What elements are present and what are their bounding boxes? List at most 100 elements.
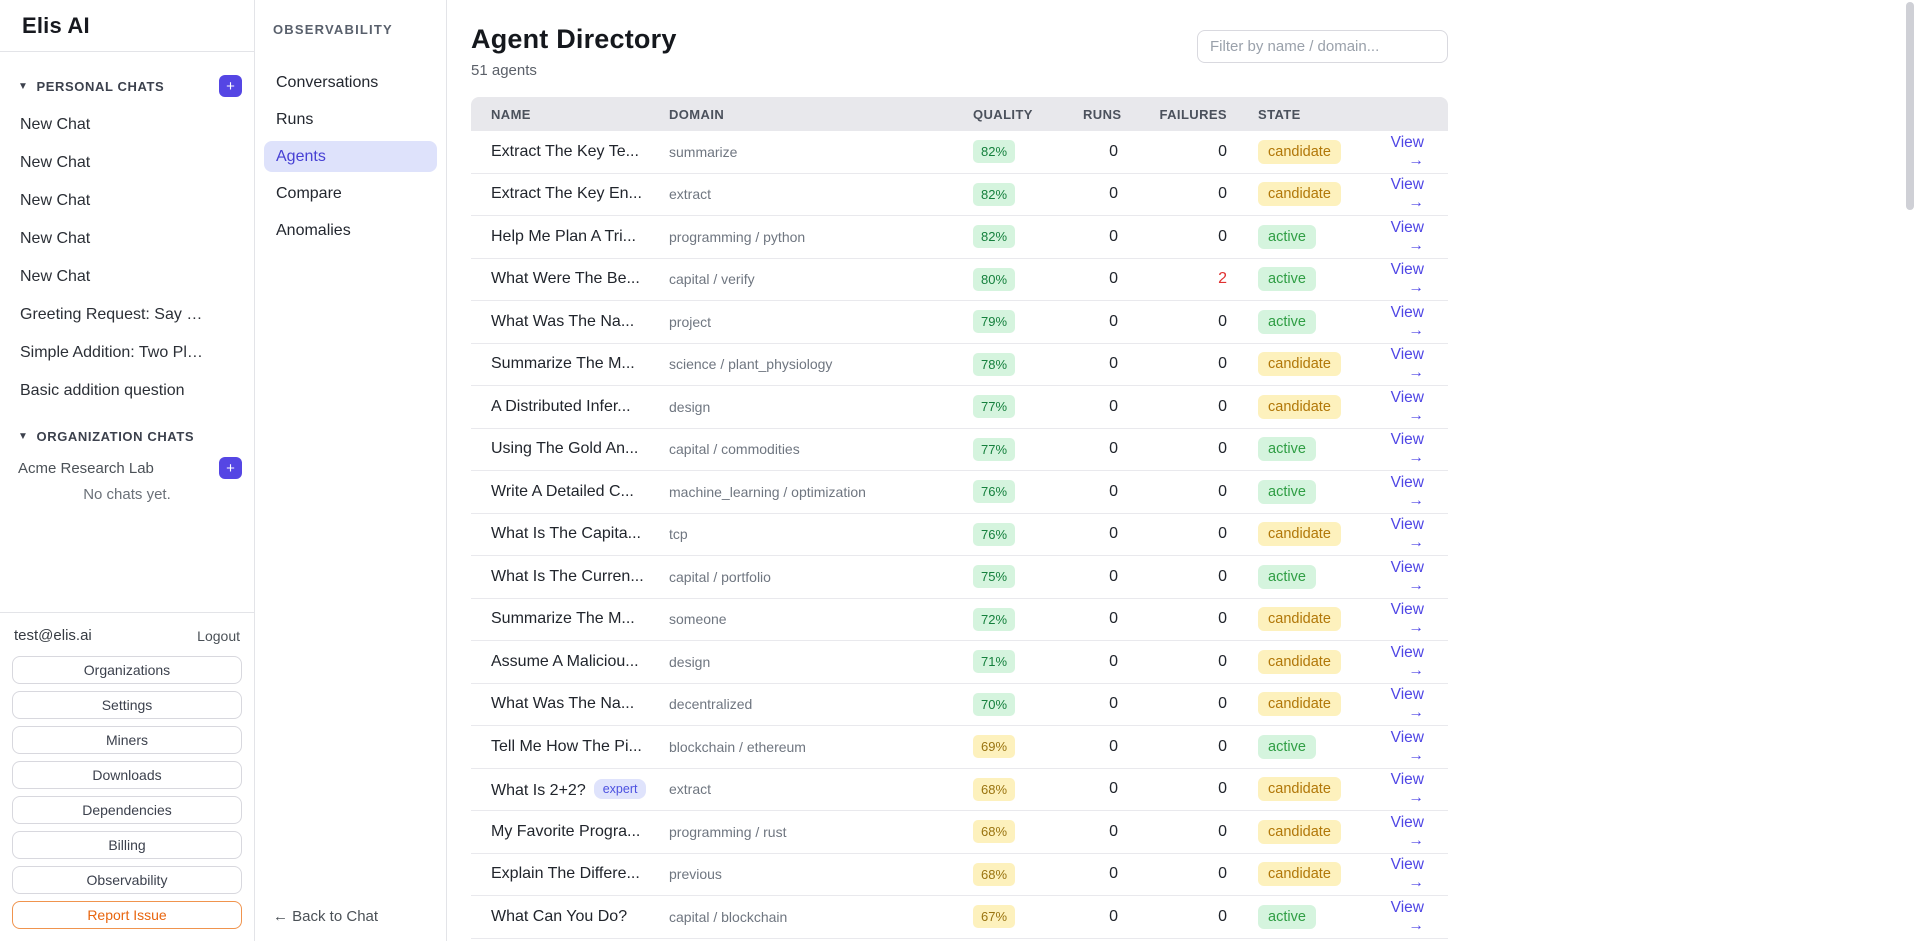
agent-name-cell: A Distributed Infer... [471, 398, 669, 416]
collapse-triangle-icon[interactable]: ▼ [18, 80, 29, 92]
quality-badge: 72% [973, 607, 1016, 631]
view-link[interactable]: View → [1390, 388, 1424, 424]
column-header: NAME [491, 106, 531, 122]
failures-value: 0 [1218, 907, 1227, 925]
nav-item-conversations[interactable]: Conversations [276, 73, 379, 91]
state-badge: active [1258, 309, 1316, 334]
quality-badge: 75% [973, 565, 1016, 589]
view-link[interactable]: View → [1390, 431, 1424, 467]
column-header: QUALITY [973, 106, 1033, 122]
view-link[interactable]: View → [1390, 771, 1424, 807]
view-link[interactable]: View → [1390, 686, 1424, 722]
view-link[interactable]: View → [1390, 218, 1424, 254]
table-row: Using The Gold An... capital / commoditie… [471, 428, 1448, 471]
sidebar-chat-item[interactable]: New Chat [20, 116, 91, 133]
footer-dependencies-button[interactable]: Dependencies [12, 796, 242, 824]
new-organization-chat-button[interactable]: + [219, 457, 242, 479]
view-link[interactable]: View → [1390, 473, 1424, 509]
table-row: What Is The Curren... capital / portfolio… [471, 556, 1448, 599]
quality-cell: 80% [973, 267, 1083, 291]
footer-observability-button[interactable]: Observability [12, 866, 242, 894]
view-link[interactable]: View → [1390, 176, 1424, 212]
sidebar-chat-item[interactable]: Greeting Request: Say … [20, 306, 203, 323]
view-link[interactable]: View → [1390, 346, 1424, 382]
footer-downloads-button[interactable]: Downloads [12, 761, 242, 789]
state-cell: candidate [1227, 607, 1377, 632]
filter-input[interactable] [1197, 30, 1448, 63]
state-cell: candidate [1227, 819, 1377, 844]
nav-item-compare[interactable]: Compare [276, 184, 342, 202]
footer-organizations-button[interactable]: Organizations [12, 656, 242, 684]
state-badge: candidate [1258, 182, 1341, 207]
view-cell: View → [1377, 516, 1448, 552]
sidebar-chat-item[interactable]: New Chat [20, 268, 91, 285]
runs-value: 0 [1109, 185, 1118, 203]
logout-button[interactable]: Logout [197, 627, 240, 644]
runs-value: 0 [1109, 397, 1118, 415]
state-badge: active [1258, 224, 1316, 249]
nav-item-anomalies[interactable]: Anomalies [276, 221, 351, 239]
view-link[interactable]: View → [1390, 558, 1424, 594]
page-title: Agent Directory [471, 24, 677, 54]
runs-value: 0 [1109, 652, 1118, 670]
page-scrollbar-thumb[interactable] [1906, 2, 1914, 210]
agent-name: What Is The Curren... [491, 567, 644, 585]
sidebar-chat-item[interactable]: New Chat [20, 230, 91, 247]
state-cell: active [1227, 267, 1377, 292]
view-link[interactable]: View → [1390, 133, 1424, 169]
new-personal-chat-button[interactable]: + [219, 75, 242, 97]
failures-value: 0 [1218, 780, 1227, 798]
runs-value: 0 [1109, 907, 1118, 925]
agent-name-cell: Using The Gold An... [471, 440, 669, 458]
view-link[interactable]: View → [1390, 261, 1424, 297]
view-cell: View → [1377, 474, 1448, 510]
view-link[interactable]: View → [1390, 728, 1424, 764]
failures-value: 0 [1218, 737, 1227, 755]
report-issue-button[interactable]: Report Issue [12, 901, 242, 929]
state-cell: active [1227, 564, 1377, 589]
sidebar-chat-item[interactable]: Basic addition question [20, 382, 185, 399]
agent-name: Assume A Maliciou... [491, 652, 639, 670]
view-cell: View → [1377, 644, 1448, 680]
quality-badge: 68% [973, 820, 1016, 844]
footer-miners-button[interactable]: Miners [12, 726, 242, 754]
agent-domain: capital / portfolio [669, 568, 771, 585]
agent-name-cell: Assume A Maliciou... [471, 653, 669, 671]
state-badge: active [1258, 437, 1316, 462]
back-to-chat-link[interactable]: ← Back to Chat [273, 908, 379, 925]
sidebar-chat-item[interactable]: New Chat [20, 154, 91, 171]
view-link[interactable]: View → [1390, 643, 1424, 679]
runs-value: 0 [1109, 737, 1118, 755]
agent-name: What Can You Do? [491, 907, 628, 925]
table-header: NAME DOMAIN QUALITY RUNS FAILURES STATE [471, 97, 1448, 131]
agent-name-cell: What Is 2+2? expert [471, 778, 669, 800]
table-row: My Favorite Progra... programming / rust 6… [471, 811, 1448, 854]
nav-item-runs[interactable]: Runs [276, 110, 314, 128]
quality-cell: 82% [973, 225, 1083, 249]
agent-name-cell: What Is The Capita... [471, 525, 669, 543]
view-link[interactable]: View → [1390, 856, 1424, 892]
quality-badge: 68% [973, 862, 1016, 886]
view-link[interactable]: View → [1390, 898, 1424, 934]
quality-badge: 80% [973, 267, 1016, 291]
nav-item-agents[interactable]: Agents [264, 141, 437, 172]
state-cell: candidate [1227, 649, 1377, 674]
footer-billing-button[interactable]: Billing [12, 831, 242, 859]
column-header: RUNS [1083, 106, 1122, 122]
state-cell: candidate [1227, 692, 1377, 717]
collapse-triangle-icon[interactable]: ▼ [18, 430, 29, 442]
view-link[interactable]: View → [1390, 813, 1424, 849]
footer-settings-button[interactable]: Settings [12, 691, 242, 719]
agent-domain: science / plant_physiology [669, 356, 833, 373]
failures-value: 0 [1218, 227, 1227, 245]
sidebar-chat-item[interactable]: New Chat [20, 192, 91, 209]
failures-value: 0 [1218, 567, 1227, 585]
view-link[interactable]: View → [1390, 516, 1424, 552]
view-link[interactable]: View → [1390, 601, 1424, 637]
quality-cell: 82% [973, 140, 1083, 164]
runs-value: 0 [1109, 355, 1118, 373]
sidebar-chat-item[interactable]: Simple Addition: Two Pl… [20, 344, 203, 361]
view-link[interactable]: View → [1390, 303, 1424, 339]
agent-count: 51 agents [471, 62, 537, 79]
state-cell: active [1227, 437, 1377, 462]
